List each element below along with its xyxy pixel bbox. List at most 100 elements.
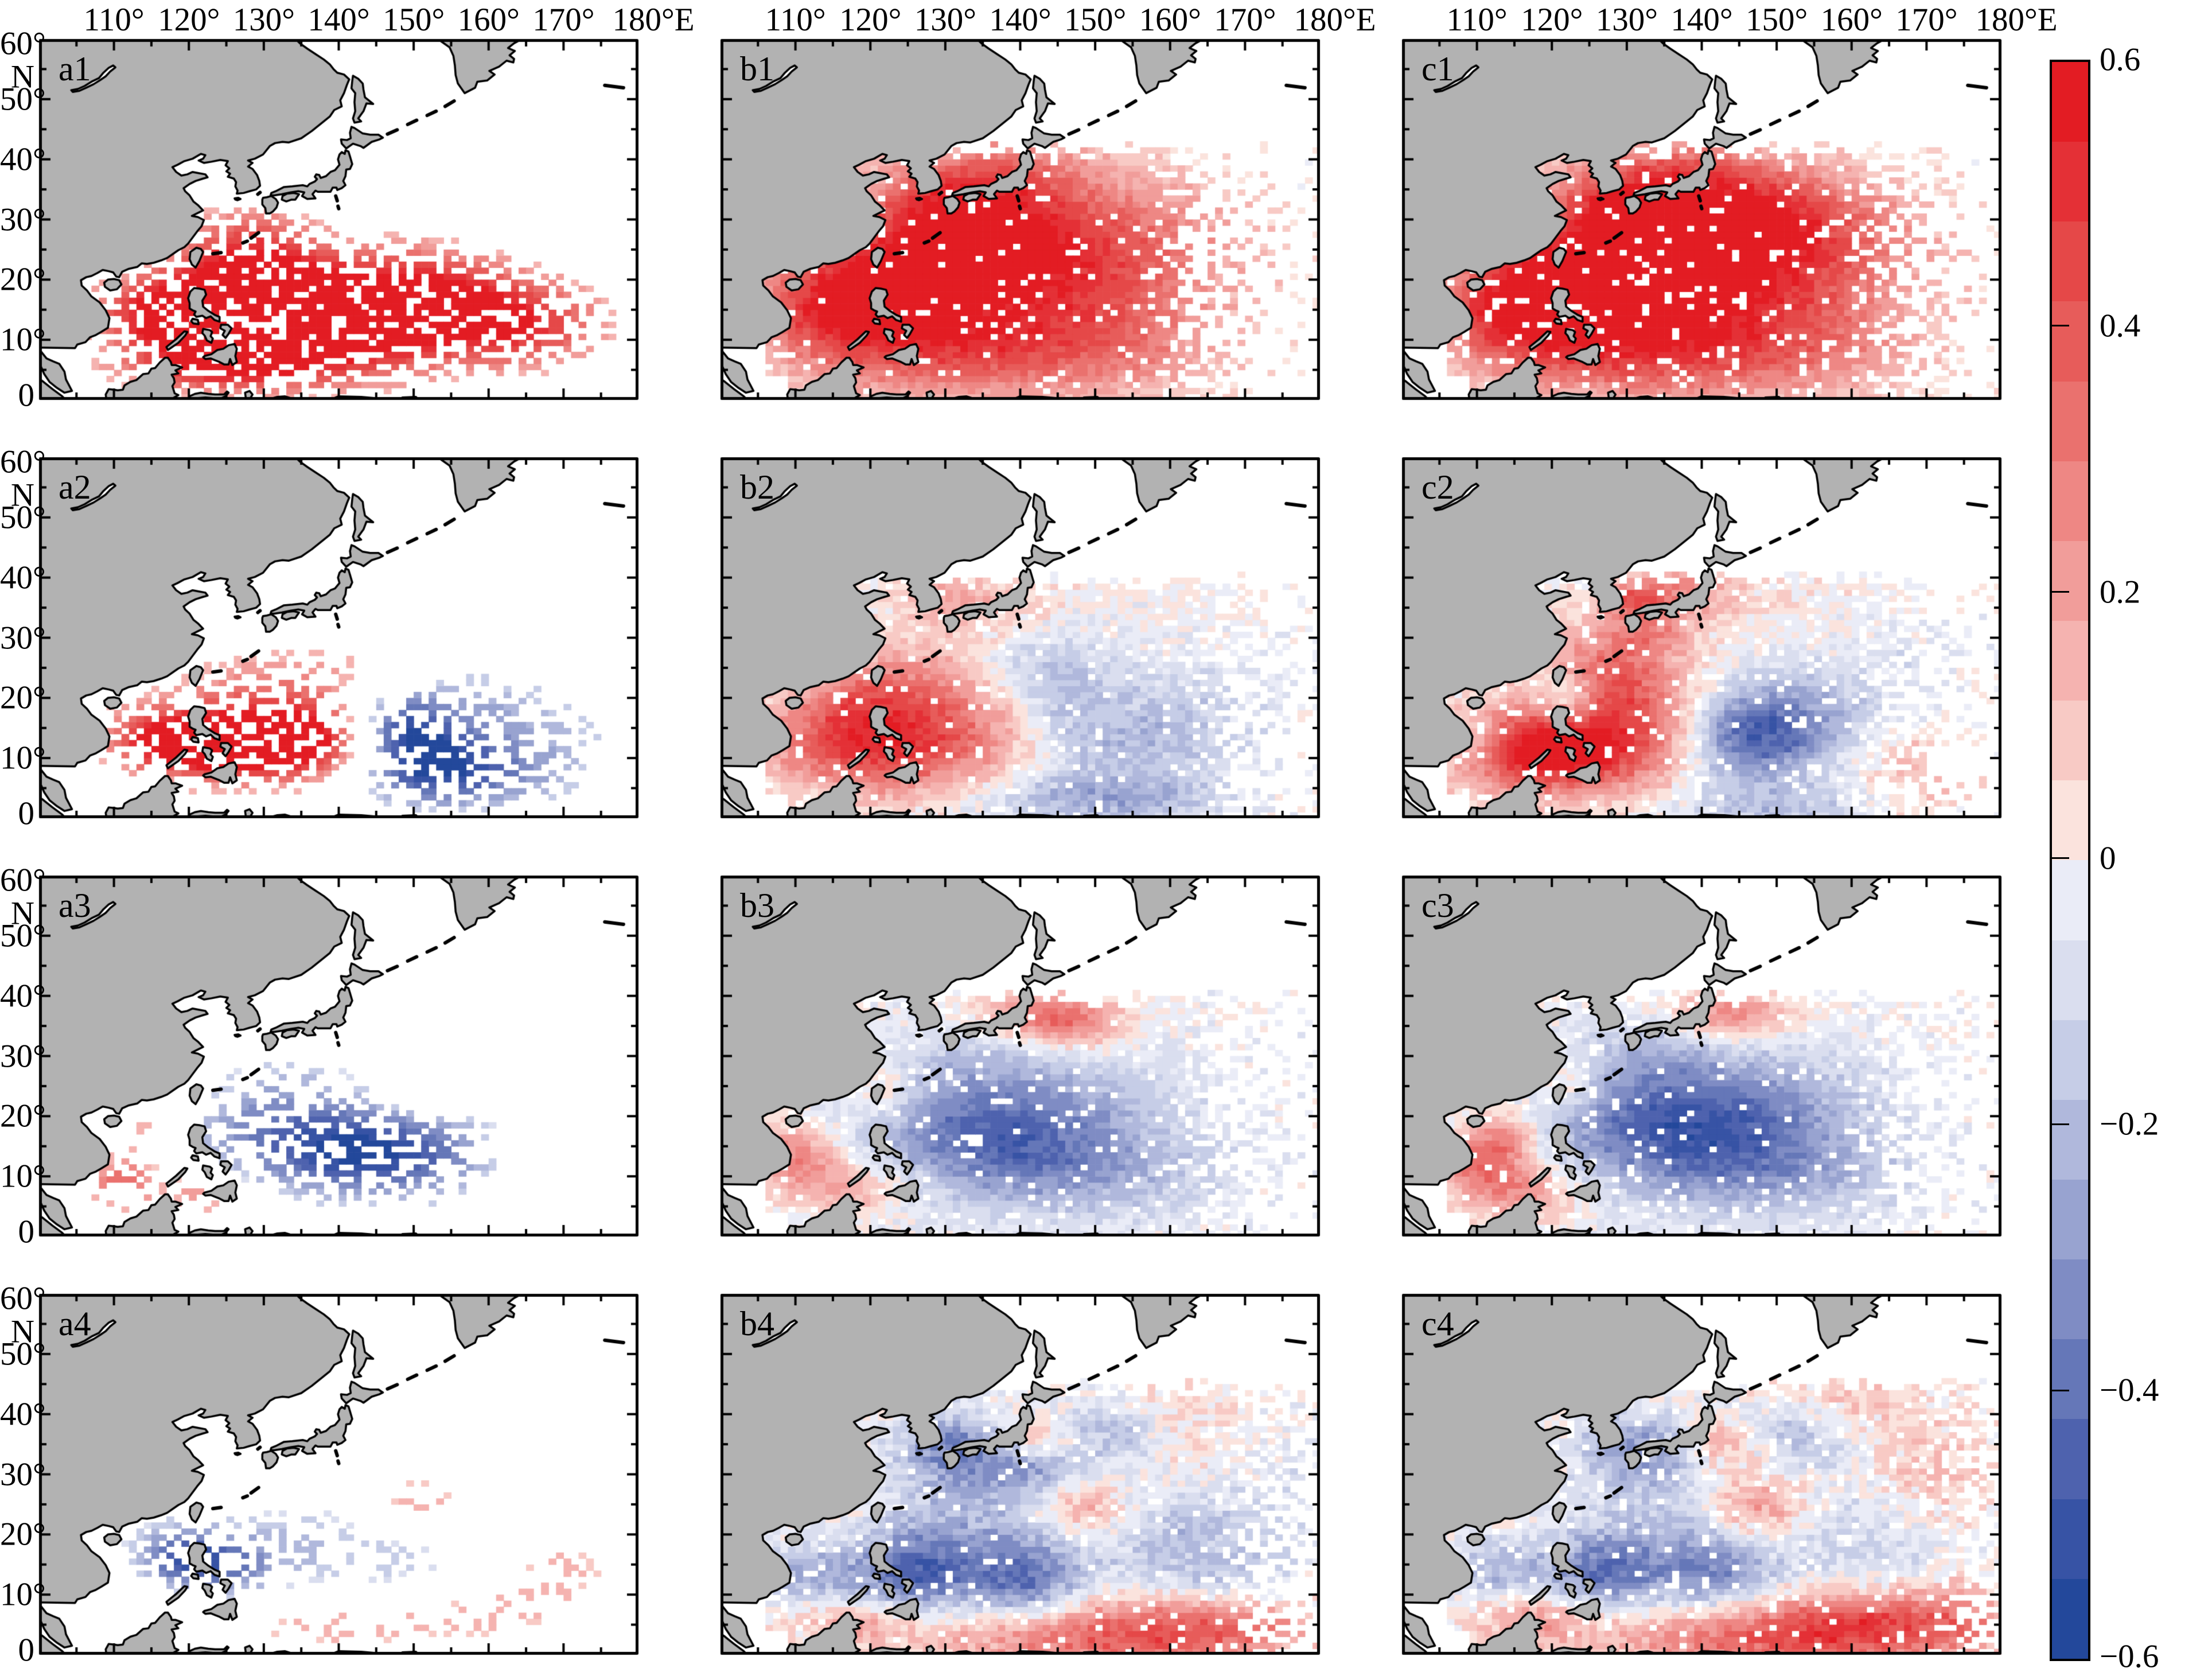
colorbar-tick-mark: [2052, 591, 2069, 593]
lon-tick-label: 150°: [382, 2, 445, 38]
colorbar-band-16: [2052, 1339, 2088, 1420]
lon-tick-label: 130°: [1595, 2, 1658, 38]
colorbar-band-8: [2052, 701, 2088, 781]
lat-tick-label: 30°: [0, 201, 46, 238]
colorbar-band-13: [2052, 1099, 2088, 1180]
lat-tick-label: 20°: [0, 1098, 46, 1134]
lon-tick-label: 170°: [532, 2, 595, 38]
lat-tick-label: 20°: [0, 679, 46, 716]
colorbar-band-5: [2052, 461, 2088, 541]
colorbar-band-11: [2052, 940, 2088, 1020]
lat-tick-label: 10°: [0, 740, 46, 776]
colorbar-tick-label: −0.2: [2100, 1106, 2159, 1142]
lat-tick-label: 60°: [0, 444, 46, 480]
colorbar-tick-mark: [2052, 325, 2069, 327]
colorbar-band-4: [2052, 381, 2088, 461]
colorbar-band-15: [2052, 1259, 2088, 1340]
lat-tick-label: 40°: [0, 978, 46, 1014]
lat-hemisphere-label: N: [10, 1313, 34, 1350]
lat-tick-label: 40°: [0, 1396, 46, 1433]
colorbar-band-9: [2052, 780, 2088, 861]
colorbar-tick-label: −0.4: [2100, 1372, 2159, 1409]
panel-label-c4: c4: [1422, 1305, 1454, 1343]
lat-tick-label: 0: [18, 795, 35, 832]
colorbar-tick-label: 0: [2100, 840, 2116, 876]
lat-hemisphere-label: N: [10, 477, 34, 514]
colorbar-band-0: [2052, 62, 2088, 142]
lon-tick-label: 110°: [1446, 2, 1508, 38]
lat-tick-label: 30°: [0, 620, 46, 656]
colorbar-band-19: [2052, 1578, 2088, 1659]
colorbar-tick-label: 0.4: [2100, 308, 2141, 344]
lon-tick-label: 140°: [1670, 2, 1733, 38]
lon-tick-label: 110°: [83, 2, 145, 38]
panel-label-a1: a1: [59, 50, 91, 88]
lon-tick-label: 180°E: [612, 2, 695, 38]
panel-label-c2: c2: [1422, 468, 1454, 506]
colorbar-band-2: [2052, 221, 2088, 302]
lon-tick-label: 120°: [158, 2, 220, 38]
colorbar-band-6: [2052, 540, 2088, 621]
lat-hemisphere-label: N: [10, 59, 34, 95]
lon-tick-label: 160°: [1139, 2, 1201, 38]
lat-tick-label: 0: [18, 1632, 35, 1669]
panel-label-b4: b4: [740, 1305, 774, 1343]
panel-label-c1: c1: [1422, 50, 1454, 88]
lon-tick-label: 170°: [1895, 2, 1958, 38]
panel-label-b1: b1: [740, 50, 774, 88]
colorbar-band-10: [2052, 860, 2088, 940]
colorbar-band-12: [2052, 1020, 2088, 1100]
lat-tick-label: 10°: [0, 321, 46, 358]
lat-tick-label: 0: [18, 377, 35, 414]
lon-tick-label: 160°: [1820, 2, 1883, 38]
lon-tick-label: 140°: [307, 2, 370, 38]
lat-tick-label: 60°: [0, 862, 46, 899]
colorbar-tick-label: 0.6: [2100, 41, 2141, 78]
colorbar-band-3: [2052, 301, 2088, 382]
lon-tick-label: 160°: [457, 2, 520, 38]
lat-tick-label: 20°: [0, 261, 46, 298]
colorbar-band-14: [2052, 1179, 2088, 1260]
colorbar-band-7: [2052, 620, 2088, 701]
lon-tick-label: 170°: [1214, 2, 1276, 38]
colorbar-tick-label: 0.2: [2100, 574, 2141, 610]
panel-label-b3: b3: [740, 886, 774, 924]
lon-tick-label: 130°: [914, 2, 977, 38]
colorbar-band-18: [2052, 1499, 2088, 1579]
lon-tick-label: 180°E: [1294, 2, 1376, 38]
lon-tick-label: 140°: [989, 2, 1052, 38]
lon-tick-label: 180°E: [1975, 2, 2058, 38]
lon-tick-label: 130°: [232, 2, 295, 38]
lon-tick-label: 150°: [1745, 2, 1808, 38]
lat-tick-label: 50°: [0, 1336, 46, 1372]
colorbar-band-17: [2052, 1419, 2088, 1499]
panel-label-b2: b2: [740, 468, 774, 506]
colorbar-tick-label: −0.6: [2100, 1638, 2159, 1675]
lat-tick-label: 60°: [0, 1280, 46, 1317]
lon-tick-label: 120°: [1521, 2, 1583, 38]
lat-tick-label: 60°: [0, 25, 46, 62]
lat-tick-label: 40°: [0, 559, 46, 596]
lat-tick-label: 40°: [0, 141, 46, 178]
lon-tick-label: 110°: [765, 2, 826, 38]
lat-tick-label: 50°: [0, 81, 46, 118]
lat-tick-label: 10°: [0, 1158, 46, 1195]
lon-tick-label: 150°: [1064, 2, 1127, 38]
lat-tick-label: 30°: [0, 1038, 46, 1074]
colorbar-tick-mark: [2052, 1123, 2069, 1125]
colorbar-band-1: [2052, 142, 2088, 222]
colorbar-tick-mark: [2052, 857, 2069, 859]
colorbar: [2050, 60, 2090, 1661]
lon-tick-label: 120°: [839, 2, 902, 38]
lat-tick-label: 50°: [0, 499, 46, 536]
lat-hemisphere-label: N: [10, 895, 34, 932]
lat-tick-label: 30°: [0, 1456, 46, 1492]
panel-label-a2: a2: [59, 468, 91, 506]
panel-label-a3: a3: [59, 886, 91, 924]
panel-label-c3: c3: [1422, 886, 1454, 924]
lat-tick-label: 50°: [0, 917, 46, 954]
lat-tick-label: 0: [18, 1214, 35, 1250]
lat-tick-label: 20°: [0, 1516, 46, 1553]
panel-label-a4: a4: [59, 1305, 91, 1343]
